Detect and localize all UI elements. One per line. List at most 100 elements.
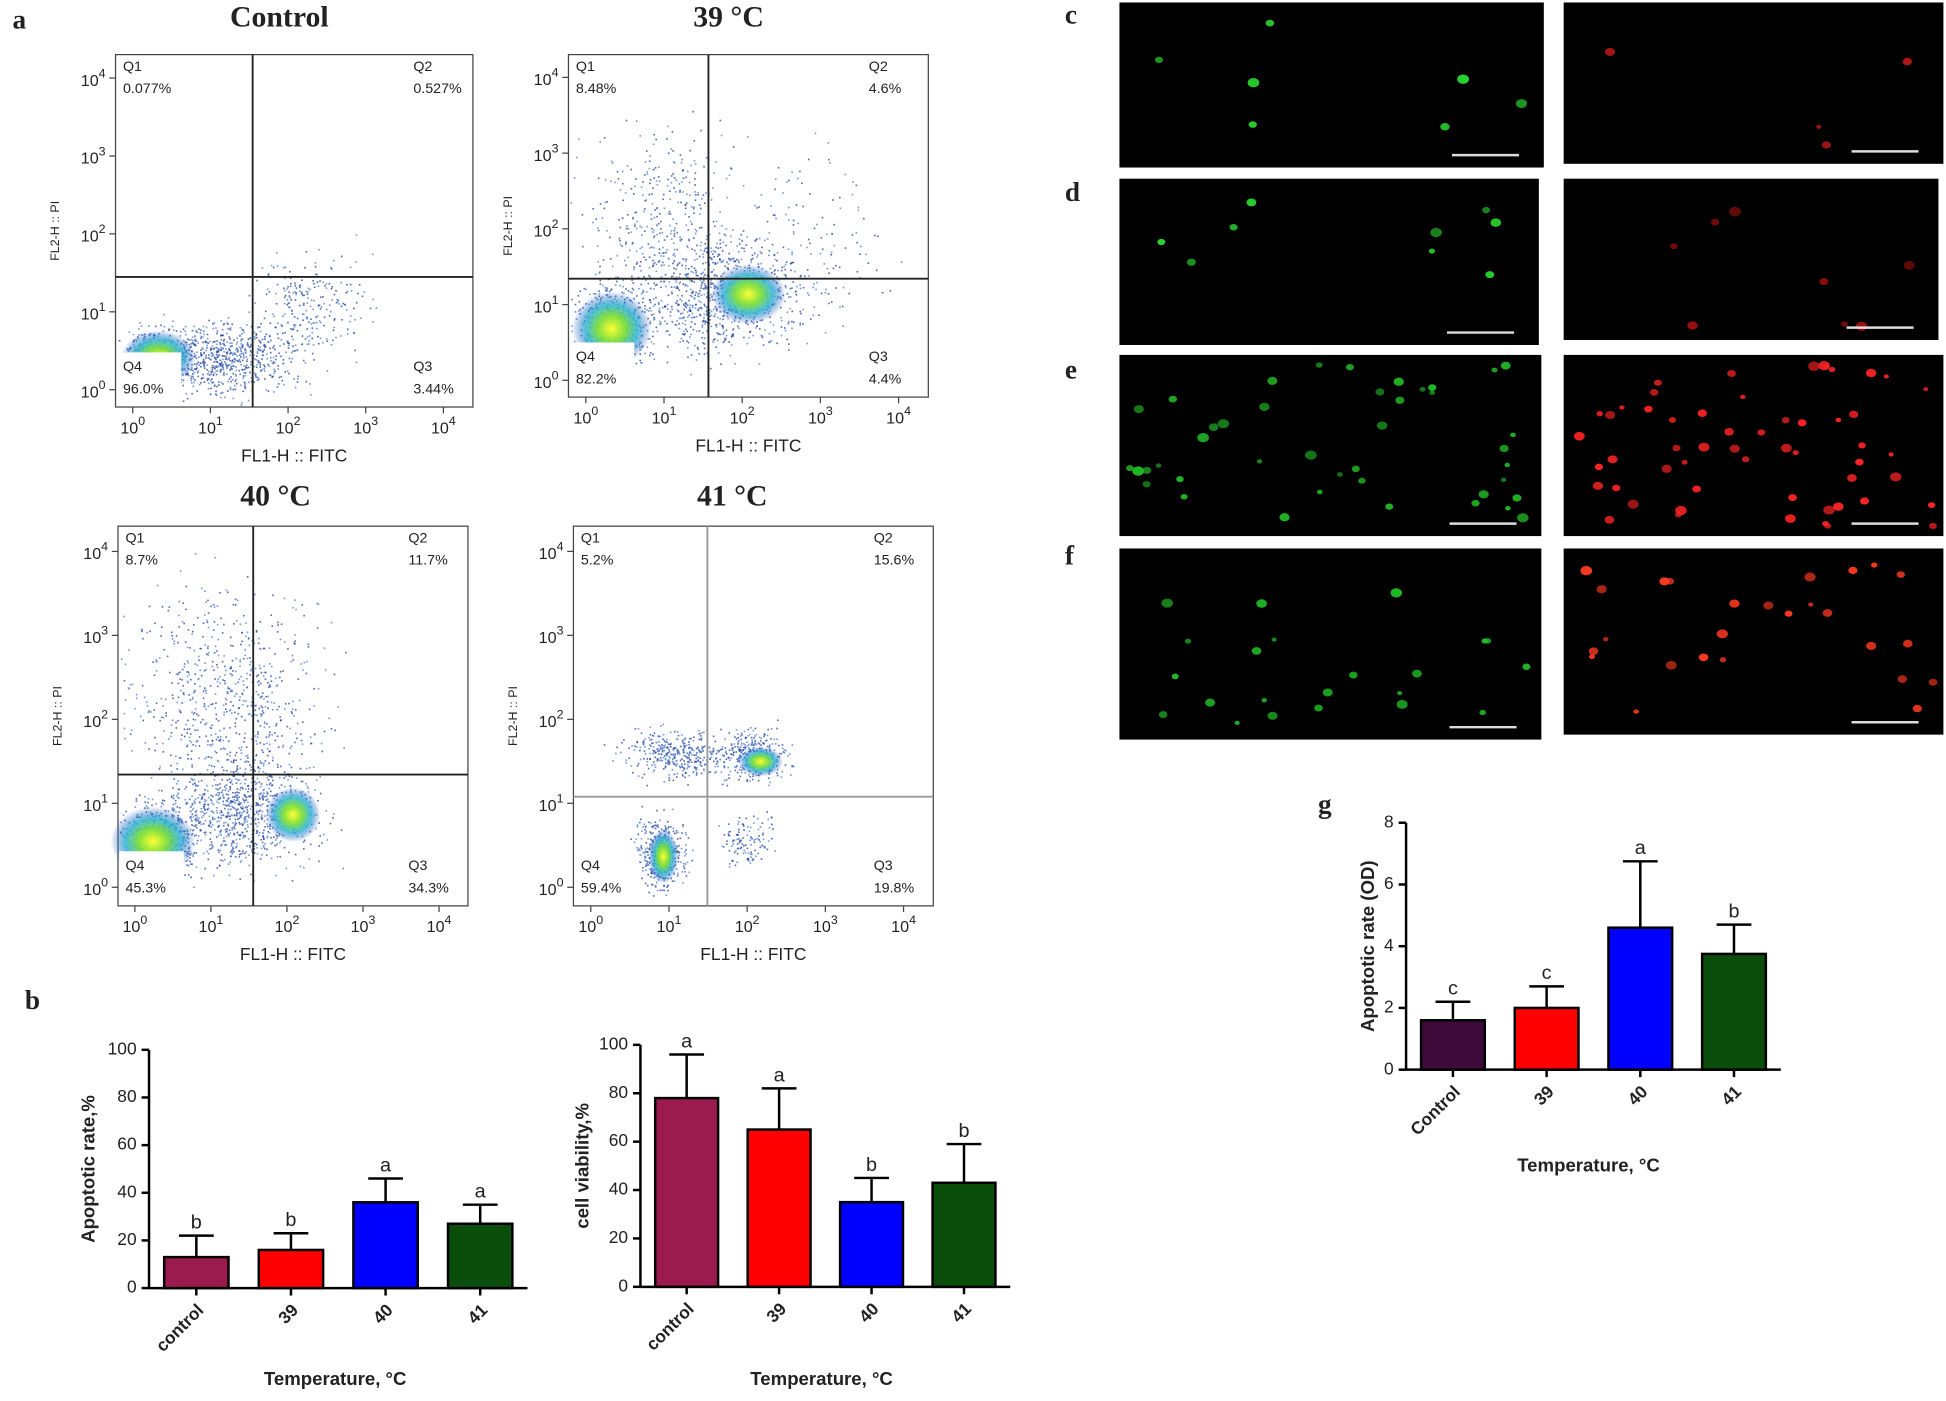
event-dot [260, 331, 262, 333]
event-dot [224, 786, 226, 788]
tick-exponent: 3 [552, 142, 559, 156]
cell-dot [1666, 578, 1674, 585]
event-dot [243, 330, 245, 332]
event-dot [207, 808, 209, 810]
event-dot [188, 375, 190, 377]
event-dot [214, 779, 216, 781]
event-dot [622, 183, 624, 185]
event-dot [209, 374, 211, 376]
event-dot [672, 276, 674, 278]
event-dot [676, 265, 678, 267]
event-dot [809, 243, 811, 245]
event-dot [234, 821, 236, 823]
event-dot [638, 288, 640, 290]
event-dot [193, 886, 195, 888]
event-dot [315, 274, 317, 276]
event-dot [160, 325, 162, 327]
event-dot [284, 847, 286, 849]
event-dot [704, 269, 706, 271]
event-dot [730, 167, 732, 169]
event-dot [646, 226, 648, 228]
event-dot [237, 808, 239, 810]
event-dot [196, 351, 198, 353]
event-dot [671, 148, 673, 150]
event-dot [333, 329, 335, 331]
event-dot [306, 310, 308, 312]
event-dot [240, 350, 242, 352]
event-dot [253, 366, 255, 368]
event-dot [262, 832, 264, 834]
event-dot [290, 747, 292, 749]
event-dot [246, 746, 248, 748]
cell-dot [1505, 506, 1511, 510]
event-dot [592, 208, 594, 210]
event-dot [262, 339, 264, 341]
event-dot [200, 366, 202, 368]
cell-dot [1522, 664, 1530, 670]
event-dot [198, 370, 200, 372]
event-dot [272, 842, 274, 844]
event-dot [341, 305, 343, 307]
event-dot [226, 788, 228, 790]
event-dot [272, 784, 274, 786]
event-dot [639, 135, 641, 137]
event-dot [631, 188, 633, 190]
event-dot [689, 182, 691, 184]
event-dot [228, 863, 230, 865]
event-dot [293, 324, 295, 326]
event-dot [685, 176, 687, 178]
event-dot [754, 252, 756, 254]
event-dot [683, 309, 685, 311]
event-dot [781, 320, 783, 322]
event-dot [260, 370, 262, 372]
event-dot [654, 217, 656, 219]
event-dot [350, 284, 352, 286]
event-dot [231, 345, 233, 347]
cell-dot [1156, 463, 1161, 467]
event-dot [865, 254, 867, 256]
event-dot [671, 230, 673, 232]
event-dot [701, 326, 703, 328]
event-dot [668, 258, 670, 260]
event-dot [756, 256, 758, 258]
event-dot [790, 270, 792, 272]
event-dot [185, 326, 187, 328]
quadrant-percent: 8.48% [576, 81, 617, 97]
event-dot [184, 331, 186, 333]
event-dot [706, 307, 708, 309]
cell-dot [1923, 387, 1928, 391]
event-dot [243, 802, 245, 804]
event-dot [270, 837, 272, 839]
event-dot [341, 256, 343, 258]
event-dot [209, 341, 211, 343]
event-dot [241, 345, 243, 347]
micrograph [1119, 179, 1538, 345]
event-dot [262, 842, 264, 844]
event-dot [242, 852, 244, 854]
event-dot [236, 839, 238, 841]
event-dot [239, 374, 241, 376]
event-dot [812, 315, 814, 317]
x-tick-label: 102 [730, 404, 755, 427]
event-dot [197, 372, 199, 374]
event-dot [659, 233, 661, 235]
event-dot [691, 280, 693, 282]
cell-dot [1782, 417, 1790, 423]
event-dot [686, 245, 688, 247]
event-dot [639, 248, 641, 250]
quadrant-percent: 4.4% [869, 371, 902, 387]
quadrant-name: Q1 [576, 59, 595, 75]
x-tick-label: 101 [198, 414, 223, 437]
cell-dot [1855, 459, 1863, 466]
event-dot [205, 355, 207, 357]
event-dot [219, 865, 221, 867]
cell-dot [1394, 378, 1404, 386]
event-dot [224, 361, 226, 363]
event-dot [648, 194, 650, 196]
event-dot [240, 834, 242, 836]
event-dot [299, 287, 301, 289]
cell-dot [1781, 444, 1792, 453]
event-dot [820, 253, 822, 255]
event-dot [248, 805, 250, 807]
event-dot [706, 157, 708, 159]
